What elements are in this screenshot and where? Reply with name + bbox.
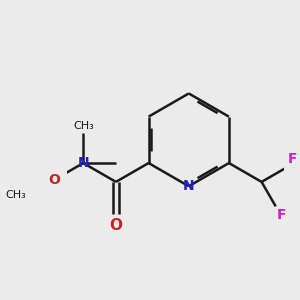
Text: O: O	[48, 173, 60, 187]
Text: N: N	[77, 156, 89, 170]
Text: F: F	[287, 152, 297, 166]
Text: CH₃: CH₃	[6, 190, 26, 200]
Text: O: O	[110, 218, 122, 233]
Text: N: N	[183, 179, 195, 193]
Text: F: F	[277, 208, 287, 222]
Text: CH₃: CH₃	[73, 122, 94, 131]
